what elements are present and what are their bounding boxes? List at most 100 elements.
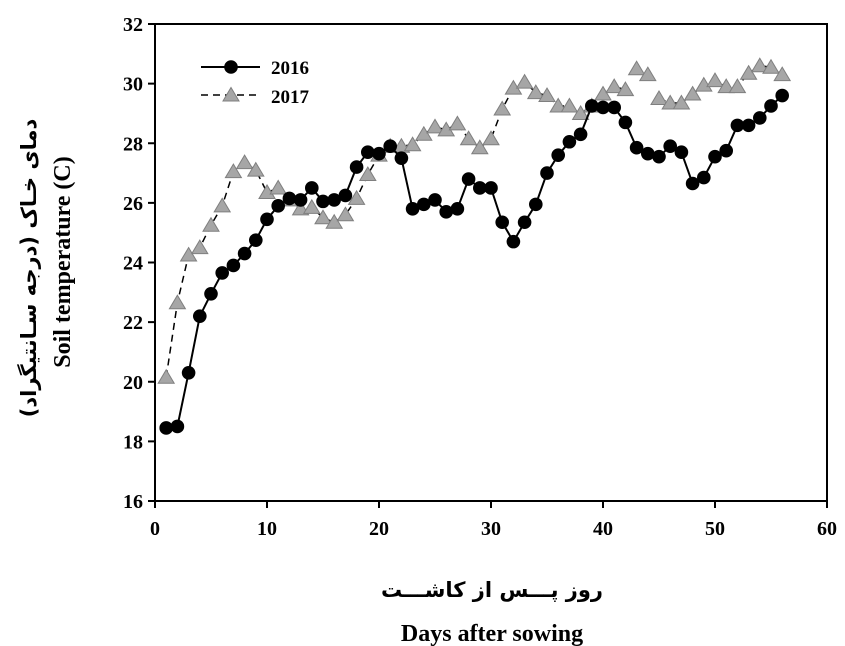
point-2016-55 xyxy=(775,88,789,103)
point-2017-18 xyxy=(358,166,377,182)
point-2016-42 xyxy=(629,140,644,155)
y-tick-label-2: 20 xyxy=(123,372,143,394)
point-2017-34 xyxy=(538,87,556,103)
legend-marker-2017 xyxy=(222,86,240,102)
point-2017-41 xyxy=(616,81,635,97)
point-2016-48 xyxy=(697,170,711,185)
point-2016-15 xyxy=(327,193,342,207)
point-2017-55 xyxy=(773,66,792,82)
point-2017-33 xyxy=(526,84,545,100)
point-2017-5 xyxy=(213,197,232,213)
point-2017-8 xyxy=(246,161,265,177)
point-2017-52 xyxy=(739,64,758,80)
point-2017-6 xyxy=(224,163,243,179)
y-tick-label-4: 24 xyxy=(123,253,143,275)
point-2016-51 xyxy=(730,118,745,133)
point-2017-51 xyxy=(728,78,747,94)
point-2016-4 xyxy=(204,287,218,301)
point-2016-13 xyxy=(305,181,319,195)
point-2016-5 xyxy=(215,266,229,280)
point-2016-3 xyxy=(193,309,207,323)
point-2016-22 xyxy=(405,202,420,216)
point-2016-20 xyxy=(383,139,398,154)
point-2016-49 xyxy=(708,149,722,164)
point-2017-53 xyxy=(750,57,769,73)
point-2016-34 xyxy=(540,166,554,180)
series-line-2016-0 xyxy=(166,94,783,429)
point-2016-18 xyxy=(361,145,375,159)
point-2017-43 xyxy=(638,66,657,82)
point-2016-24 xyxy=(428,193,442,207)
point-2016-29 xyxy=(484,181,498,195)
point-2017-1 xyxy=(168,294,187,310)
point-2016-40 xyxy=(607,100,621,115)
point-2017-49 xyxy=(706,72,724,88)
y-axis-title: Soil temperature (C) xyxy=(50,156,76,368)
point-2016-43 xyxy=(641,146,655,161)
point-2016-35 xyxy=(551,148,565,162)
point-2016-27 xyxy=(461,172,476,186)
point-2017-30 xyxy=(493,100,512,116)
point-2016-39 xyxy=(596,100,610,115)
point-2017-0 xyxy=(157,368,176,384)
point-2017-15 xyxy=(325,213,344,229)
series-line-2017-0 xyxy=(165,81,626,378)
y-tick-label-3: 22 xyxy=(123,312,143,334)
point-2017-14 xyxy=(314,209,332,225)
point-2016-17 xyxy=(349,160,364,174)
x-tick-label-3: 30 xyxy=(481,518,501,540)
point-2016-52 xyxy=(741,118,756,133)
point-2016-14 xyxy=(316,194,330,209)
point-2016-36 xyxy=(562,134,577,149)
point-2017-47 xyxy=(683,85,702,101)
y-tick-label-7: 30 xyxy=(123,74,143,96)
point-2017-3 xyxy=(190,239,209,255)
point-2016-11 xyxy=(282,191,297,206)
point-2017-44 xyxy=(650,90,668,106)
point-2016-16 xyxy=(338,188,353,203)
point-2017-26 xyxy=(448,115,467,131)
point-2017-2 xyxy=(179,246,198,262)
point-2016-32 xyxy=(517,215,532,230)
point-2016-21 xyxy=(394,151,409,165)
x-tick-label-4: 40 xyxy=(593,518,613,540)
point-2017-7 xyxy=(235,154,254,170)
point-2017-4 xyxy=(202,216,220,232)
point-2017-37 xyxy=(571,104,590,120)
y-tick-label-6: 28 xyxy=(123,133,143,155)
point-2016-7 xyxy=(237,246,252,261)
point-2016-26 xyxy=(450,202,465,216)
point-2016-33 xyxy=(529,197,543,212)
y-tick-label-0: 16 xyxy=(123,491,143,513)
series-layer xyxy=(157,57,792,435)
x-tick-label-1: 10 xyxy=(257,518,277,540)
point-2017-28 xyxy=(470,139,489,155)
point-2016-30 xyxy=(495,215,510,230)
point-2016-54 xyxy=(764,99,778,113)
point-2017-39 xyxy=(594,85,612,101)
point-2016-6 xyxy=(226,258,241,273)
point-2017-46 xyxy=(672,94,691,110)
point-2017-45 xyxy=(661,94,680,110)
point-2016-10 xyxy=(271,199,286,213)
point-2016-23 xyxy=(417,197,431,212)
point-2016-46 xyxy=(674,145,689,159)
legend-marker-2016 xyxy=(224,60,238,74)
y-tick-label-8: 32 xyxy=(123,14,143,36)
legend: 2016 2017 xyxy=(201,58,310,108)
point-2017-27 xyxy=(459,130,478,146)
point-2017-17 xyxy=(347,189,366,205)
point-2016-38 xyxy=(585,99,599,113)
x-tick-label-5: 50 xyxy=(705,518,725,540)
x-tick-label-0: 0 xyxy=(150,518,160,540)
legend-label-2016: 2016 xyxy=(271,58,309,79)
point-2017-22 xyxy=(403,136,422,152)
x-tick-label-2: 20 xyxy=(369,518,389,540)
series-2016 xyxy=(159,88,789,435)
y-tick-label-1: 18 xyxy=(123,431,143,453)
point-2017-23 xyxy=(414,125,433,141)
point-2016-50 xyxy=(719,143,733,158)
point-2016-47 xyxy=(685,176,700,191)
x-axis-title-persian: روز پـــس از کاشـــت xyxy=(381,578,603,602)
point-2017-24 xyxy=(426,118,444,134)
